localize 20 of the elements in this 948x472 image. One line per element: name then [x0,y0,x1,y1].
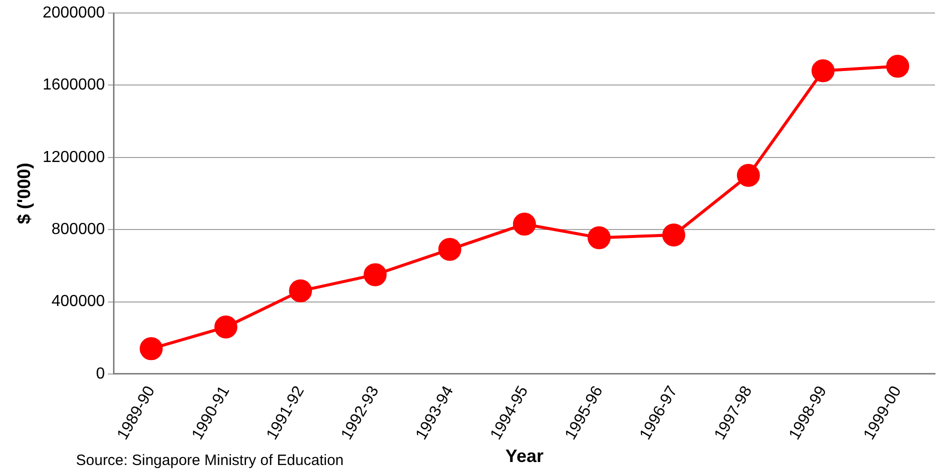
point [438,238,462,261]
point [886,54,910,78]
y-tick-label: 400000 [52,293,105,310]
y-tick-label: 2000000 [42,4,105,22]
point [812,59,835,82]
point [736,164,760,187]
point [140,337,163,360]
point [662,223,686,246]
point [364,263,387,286]
y-tick-label: 800000 [52,220,105,238]
point [289,279,312,302]
y-tick-label: 0 [96,365,105,382]
y-tick-label: 1600000 [42,76,105,94]
point [588,226,611,250]
point [512,212,536,236]
y-axis-title: $ ('000) [14,162,34,224]
point [214,316,238,339]
source-note: Source: Singapore Ministry of Education [76,452,344,469]
x-axis-title: Year [505,446,544,466]
y-tick-label: 1200000 [42,148,105,166]
